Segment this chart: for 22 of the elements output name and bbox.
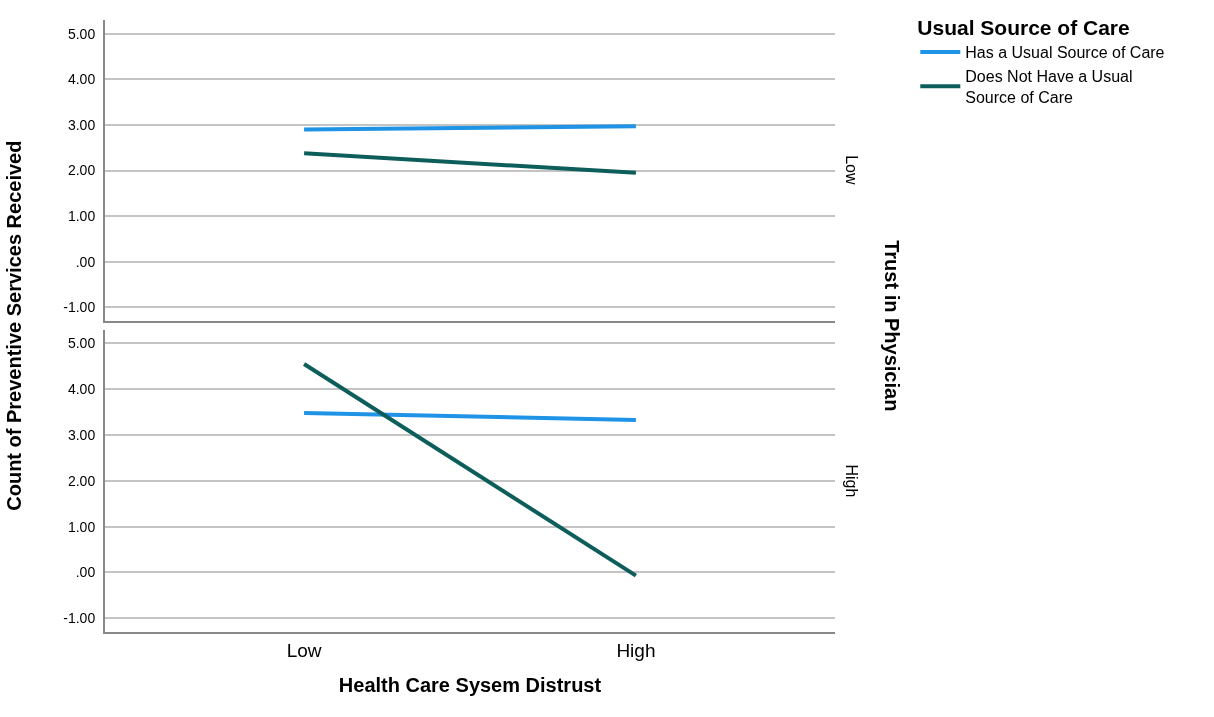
y-tick-label: 3.00 [67,116,96,133]
x-axis-title: Health Care Sysem Distrust [338,673,602,696]
y-axis-title: Count of Preventive Services Received [2,140,25,511]
y-tick-label: .00 [75,253,96,270]
legend-label: Does Not Have a Usual Source of Care [965,68,1133,106]
y-tick-label: 5.00 [67,335,96,352]
y-tick-label: 5.00 [67,25,96,42]
y-tick-label: 2.00 [67,162,96,179]
y-tick-label: 4.00 [67,381,96,398]
y-tick-label: 1.00 [67,208,96,225]
legend-label: Has a Usual Source of Care [965,44,1165,62]
y-tick-label: -1.00 [63,610,96,627]
legend-title: Usual Source of Care [917,16,1130,40]
y-tick-label: 2.00 [67,472,96,489]
y-tick-label: -1.00 [63,299,96,316]
y-tick-label: 1.00 [67,518,96,535]
y-tick-label: 3.00 [67,426,96,443]
y-tick-label: 4.00 [67,71,96,88]
y-tick-label: .00 [75,564,96,581]
text: High [843,464,861,498]
text: Low [842,155,860,186]
text: Trust in Physician [880,240,903,412]
